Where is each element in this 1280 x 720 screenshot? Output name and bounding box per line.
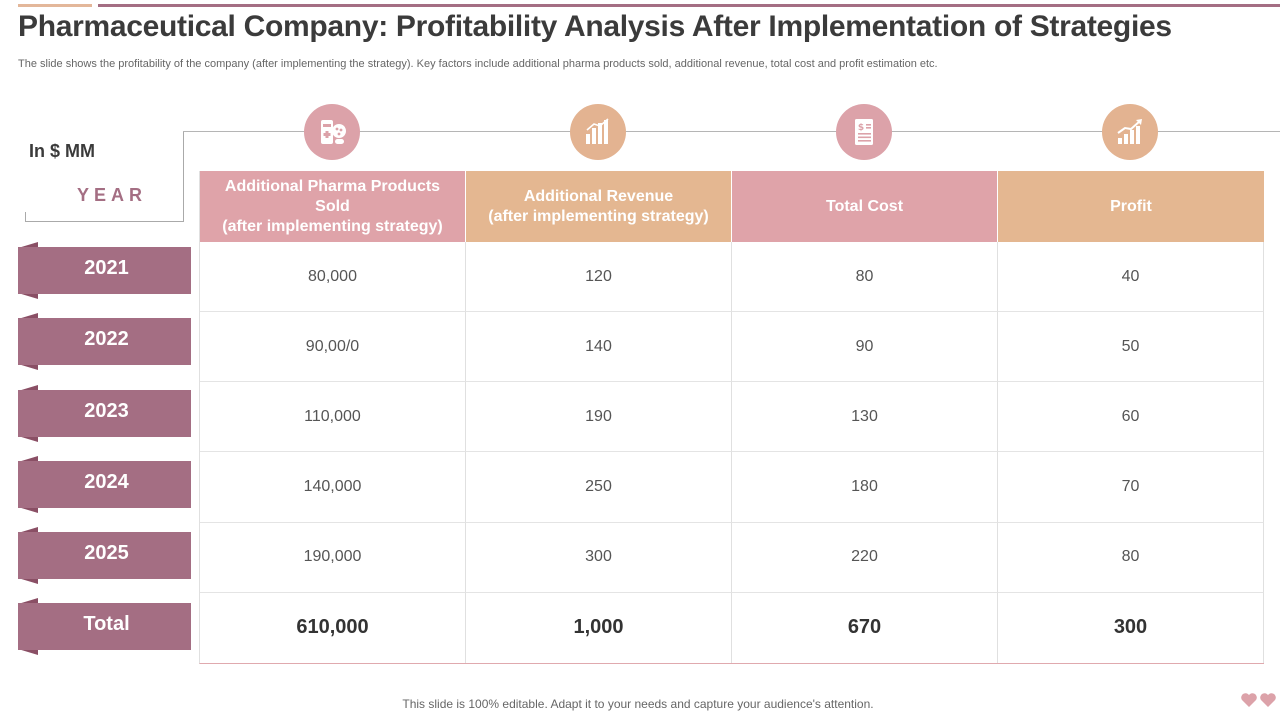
column-header-line: (after implementing strategy) — [488, 207, 709, 225]
year-ribbon-total: Total — [18, 598, 191, 655]
column-header-line: Additional Revenue — [523, 187, 674, 205]
column-header-line: Profit — [1110, 197, 1152, 215]
column-header-pharma-products: Additional Pharma Products Sold (after i… — [200, 171, 466, 242]
year-label: 2021 — [84, 257, 129, 279]
table-cell: 60 — [998, 382, 1264, 453]
year-label: 2024 — [84, 471, 129, 493]
revenue-chart-icon — [570, 104, 626, 160]
table-cell: 140 — [466, 312, 732, 383]
cost-invoice-icon: $ — [836, 104, 892, 160]
table-cell: 90,00/0 — [200, 312, 466, 383]
hearts-icon — [1241, 693, 1276, 707]
table-cell: 220 — [732, 522, 998, 593]
top-accent-bar-right — [98, 4, 1280, 7]
table-cell: 190,000 — [200, 522, 466, 593]
footer-text: This slide is 100% editable. Adapt it to… — [402, 697, 874, 711]
table-cell: 180 — [732, 452, 998, 523]
table-cell: 80 — [998, 522, 1264, 593]
table-cell: 40 — [998, 242, 1264, 313]
year-ribbon-2022: 2022 — [18, 313, 191, 370]
profit-growth-icon — [1102, 104, 1158, 160]
table-cell: 80,000 — [200, 242, 466, 313]
column-header-line: Total Cost — [825, 197, 904, 215]
year-label: 2022 — [84, 328, 129, 350]
total-cell: 610,000 — [200, 592, 466, 663]
table-cell: 90 — [732, 312, 998, 383]
pharma-products-icon — [304, 104, 360, 160]
bracket-tick — [25, 212, 26, 222]
page-subtitle: The slide shows the profitability of the… — [18, 58, 938, 70]
year-label: 2025 — [84, 542, 129, 564]
table-cell: 120 — [466, 242, 732, 313]
icon-connector-line — [183, 131, 1280, 132]
year-label: Total — [83, 613, 130, 635]
svg-text:$: $ — [858, 123, 864, 133]
column-header-profit: Profit — [998, 171, 1264, 242]
table-cell: 70 — [998, 452, 1264, 523]
table-cell: 250 — [466, 452, 732, 523]
table-cell: 190 — [466, 382, 732, 453]
footer-note: This slide is 100% editable. Adapt it to… — [0, 697, 1280, 711]
total-cell: 300 — [998, 592, 1264, 663]
year-ribbon-2025: 2025 — [18, 527, 191, 584]
column-header-line: (after implementing strategy) — [222, 217, 443, 235]
table-cell: 80 — [732, 242, 998, 313]
top-accent-bar-left — [18, 4, 92, 7]
column-header-total-cost: Total Cost — [732, 171, 998, 242]
year-label: 2023 — [84, 400, 129, 422]
table-cell: 140,000 — [200, 452, 466, 523]
column-header-additional-revenue: Additional Revenue (after implementing s… — [466, 171, 732, 242]
table-cell: 300 — [466, 522, 732, 593]
year-header-bracket — [25, 131, 184, 222]
page-title: Pharmaceutical Company: Profitability An… — [18, 10, 1172, 43]
year-ribbon-2021: 2021 — [18, 242, 191, 299]
unit-label: In $ MM — [29, 141, 95, 161]
profitability-table: Additional Pharma Products Sold (after i… — [199, 171, 1264, 664]
table-cell: 50 — [998, 312, 1264, 383]
year-ribbon-2024: 2024 — [18, 456, 191, 513]
column-header-line: Additional Pharma Products — [224, 177, 441, 195]
table-cell: 130 — [732, 382, 998, 453]
year-column-header: YEAR — [77, 185, 148, 205]
total-cell: 1,000 — [466, 592, 732, 663]
table-cell: 110,000 — [200, 382, 466, 453]
year-ribbon-2023: 2023 — [18, 385, 191, 442]
total-cell: 670 — [732, 592, 998, 663]
column-header-line: Sold — [315, 197, 350, 215]
